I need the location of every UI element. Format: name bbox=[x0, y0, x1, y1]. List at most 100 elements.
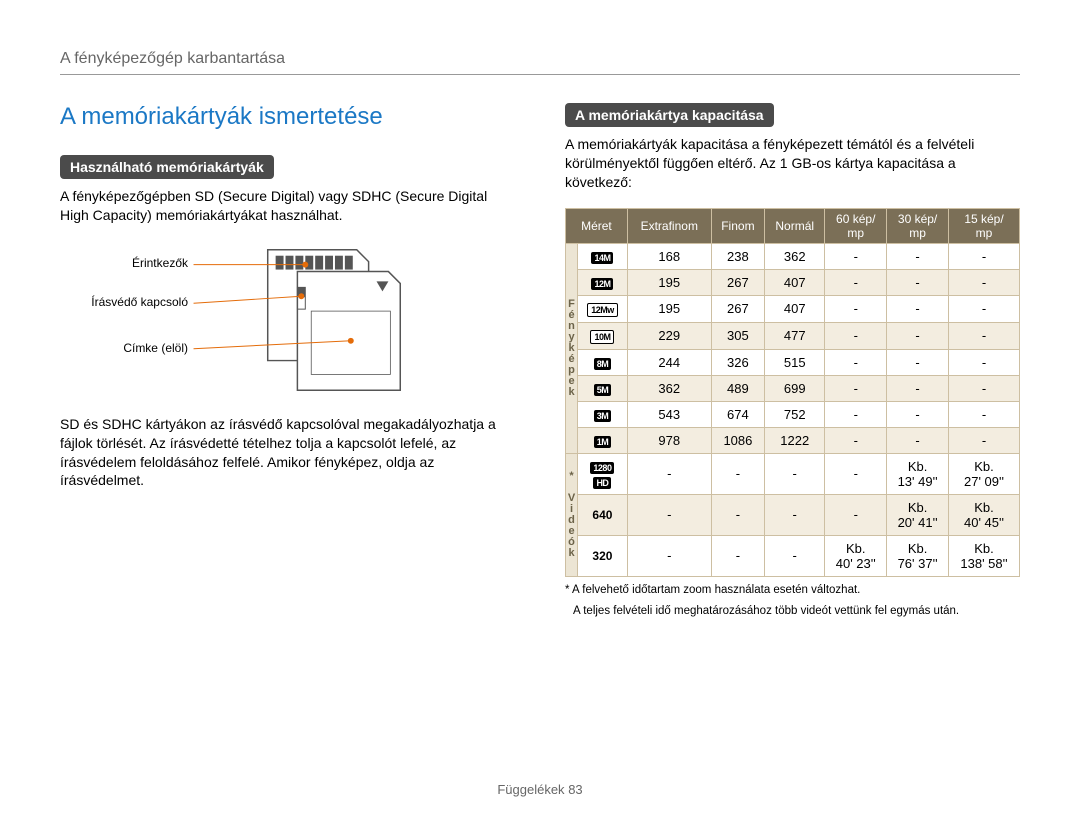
cell: - bbox=[627, 535, 711, 576]
cell: - bbox=[711, 453, 764, 494]
cell: - bbox=[825, 401, 887, 427]
th-size: Méret bbox=[566, 208, 628, 243]
cell: 326 bbox=[711, 349, 764, 375]
cell: - bbox=[711, 494, 764, 535]
cell: Kb. 20' 41'' bbox=[887, 494, 949, 535]
cell-size: 14M bbox=[578, 243, 628, 269]
cell: - bbox=[765, 535, 825, 576]
diagram-label-contacts: Érintkezők bbox=[68, 256, 188, 270]
cell: Kb. 13' 49'' bbox=[887, 453, 949, 494]
cell: - bbox=[825, 427, 887, 453]
cell: - bbox=[627, 453, 711, 494]
diagram-label-front: Címke (elöl) bbox=[68, 341, 188, 355]
section-usable-cards: Használható memóriakártyák bbox=[60, 155, 274, 179]
cell: 229 bbox=[627, 322, 711, 349]
cell: 477 bbox=[765, 322, 825, 349]
cell: Kb. 27' 09'' bbox=[949, 453, 1020, 494]
th-extrafine: Extrafinom bbox=[627, 208, 711, 243]
table-row: 320---Kb. 40' 23''Kb. 76' 37''Kb. 138' 5… bbox=[566, 535, 1020, 576]
cell: 168 bbox=[627, 243, 711, 269]
cell: - bbox=[825, 453, 887, 494]
cell-size: 1280HD bbox=[578, 453, 628, 494]
footer-label: Függelékek bbox=[497, 782, 564, 797]
cell: - bbox=[765, 453, 825, 494]
cell-size: 12Mw bbox=[578, 295, 628, 322]
cell-size: 640 bbox=[578, 494, 628, 535]
cell-size: 3M bbox=[578, 401, 628, 427]
table-header-row: Méret Extrafinom Finom Normál 60 kép/ mp… bbox=[566, 208, 1020, 243]
footer-page: 83 bbox=[568, 782, 582, 797]
cell: - bbox=[887, 269, 949, 295]
table-row: 5M362489699--- bbox=[566, 375, 1020, 401]
cell: - bbox=[825, 494, 887, 535]
cell: 305 bbox=[711, 322, 764, 349]
content-columns: A memóriakártyák ismertetése Használható… bbox=[60, 103, 1020, 620]
cell: 195 bbox=[627, 269, 711, 295]
cell: - bbox=[825, 375, 887, 401]
cell: - bbox=[887, 295, 949, 322]
cell: - bbox=[887, 375, 949, 401]
cell: - bbox=[627, 494, 711, 535]
table-row: 1M97810861222--- bbox=[566, 427, 1020, 453]
page-header: A fényképezőgép karbantartása bbox=[60, 50, 1020, 75]
cell: - bbox=[949, 322, 1020, 349]
cell: - bbox=[825, 269, 887, 295]
cell: Kb. 40' 45'' bbox=[949, 494, 1020, 535]
table-row: Fényképek14M168238362--- bbox=[566, 243, 1020, 269]
cell-size: 1M bbox=[578, 427, 628, 453]
cell: 515 bbox=[765, 349, 825, 375]
cell: 699 bbox=[765, 375, 825, 401]
cell: 674 bbox=[711, 401, 764, 427]
table-row: 12M195267407--- bbox=[566, 269, 1020, 295]
cell: 267 bbox=[711, 269, 764, 295]
table-row: * Videók1280HD----Kb. 13' 49''Kb. 27' 09… bbox=[566, 453, 1020, 494]
write-protect-text: SD és SDHC kártyákon az írásvédő kapcsol… bbox=[60, 415, 515, 491]
row-group-label: Fényképek bbox=[566, 243, 578, 453]
cell-size: 12M bbox=[578, 269, 628, 295]
th-30fps: 30 kép/ mp bbox=[887, 208, 949, 243]
note-total-time: A teljes felvételi idő meghatározásához … bbox=[565, 604, 1020, 620]
table-row: 3M543674752--- bbox=[566, 401, 1020, 427]
left-column: A memóriakártyák ismertetése Használható… bbox=[60, 103, 515, 620]
cell: Kb. 40' 23'' bbox=[825, 535, 887, 576]
th-15fps: 15 kép/ mp bbox=[949, 208, 1020, 243]
sd-card-diagram: Érintkezők Írásvédő kapcsoló Címke (elöl… bbox=[60, 241, 515, 401]
cell: - bbox=[887, 427, 949, 453]
cell: - bbox=[887, 349, 949, 375]
cell: - bbox=[765, 494, 825, 535]
cell: - bbox=[887, 401, 949, 427]
cell-size: 5M bbox=[578, 375, 628, 401]
cell: - bbox=[825, 295, 887, 322]
cell: - bbox=[949, 375, 1020, 401]
cell-size: 8M bbox=[578, 349, 628, 375]
section-capacity: A memóriakártya kapacitása bbox=[565, 103, 774, 127]
cell: - bbox=[825, 349, 887, 375]
cell: - bbox=[887, 322, 949, 349]
cell: Kb. 76' 37'' bbox=[887, 535, 949, 576]
page-footer: Függelékek 83 bbox=[0, 782, 1080, 797]
cell: 489 bbox=[711, 375, 764, 401]
cell: Kb. 138' 58'' bbox=[949, 535, 1020, 576]
cell: - bbox=[949, 269, 1020, 295]
th-fine: Finom bbox=[711, 208, 764, 243]
cell: 362 bbox=[765, 243, 825, 269]
cell: - bbox=[711, 535, 764, 576]
table-row: 640----Kb. 20' 41''Kb. 40' 45'' bbox=[566, 494, 1020, 535]
cell: - bbox=[887, 243, 949, 269]
capacity-table: Méret Extrafinom Finom Normál 60 kép/ mp… bbox=[565, 208, 1020, 577]
cell: 362 bbox=[627, 375, 711, 401]
cell: 752 bbox=[765, 401, 825, 427]
diagram-label-switch: Írásvédő kapcsoló bbox=[68, 295, 188, 309]
table-row: 12Mw195267407--- bbox=[566, 295, 1020, 322]
main-title: A memóriakártyák ismertetése bbox=[60, 103, 515, 131]
cell: - bbox=[949, 243, 1020, 269]
th-normal: Normál bbox=[765, 208, 825, 243]
table-row: 8M244326515--- bbox=[566, 349, 1020, 375]
cell: 407 bbox=[765, 269, 825, 295]
cell-size: 10M bbox=[578, 322, 628, 349]
cell: 1086 bbox=[711, 427, 764, 453]
note-zoom: * A felvehető időtartam zoom használata … bbox=[565, 583, 1020, 599]
cell: 238 bbox=[711, 243, 764, 269]
usable-cards-text: A fényképezőgépben SD (Secure Digital) v… bbox=[60, 187, 515, 225]
cell: - bbox=[949, 427, 1020, 453]
